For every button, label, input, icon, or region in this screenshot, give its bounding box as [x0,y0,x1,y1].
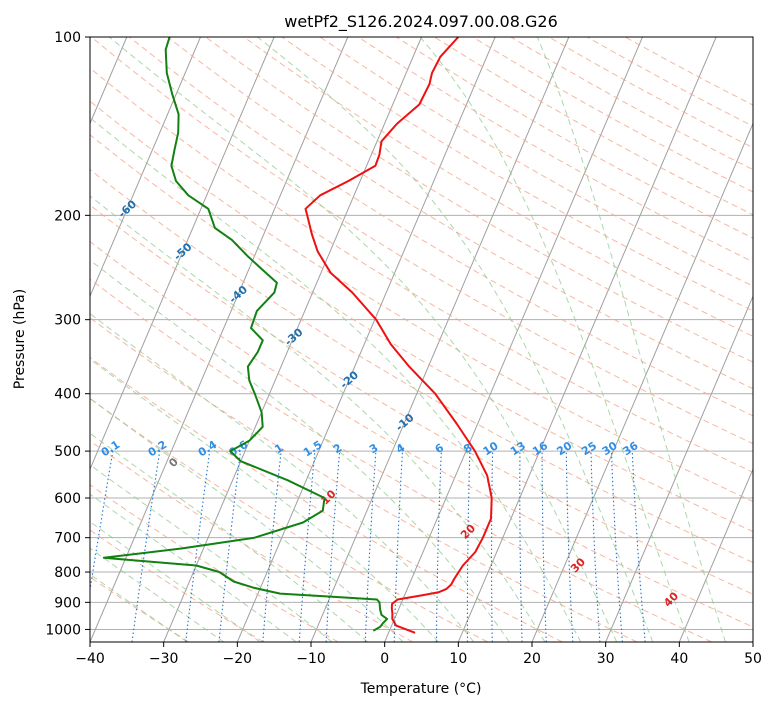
x-tick-label: 10 [449,651,467,667]
y-tick-label: 600 [54,491,81,507]
y-tick-label: 400 [54,387,81,403]
x-tick-label: 40 [670,651,688,667]
y-tick-label: 900 [54,595,81,611]
y-tick-label: 300 [54,313,81,329]
y-tick-label: 700 [54,531,81,547]
x-tick-label: 30 [597,651,615,667]
x-tick-label: −30 [149,651,179,667]
chart-title: wetPf2_S126.2024.097.00.08.G26 [284,12,558,32]
x-tick-label: −20 [223,651,253,667]
x-axis-label: Temperature (°C) [360,681,482,697]
x-tick-label: 50 [744,651,762,667]
x-tick-label: −40 [75,651,105,667]
x-tick-label: −10 [296,651,326,667]
y-axis-label: Pressure (hPa) [12,289,28,389]
y-tick-label: 1000 [45,622,81,638]
y-tick-label: 500 [54,444,81,460]
x-tick-label: 20 [523,651,541,667]
x-tick-label: 0 [380,651,389,667]
y-tick-label: 800 [54,565,81,581]
y-tick-label: 100 [54,30,81,46]
y-tick-label: 200 [54,208,81,224]
